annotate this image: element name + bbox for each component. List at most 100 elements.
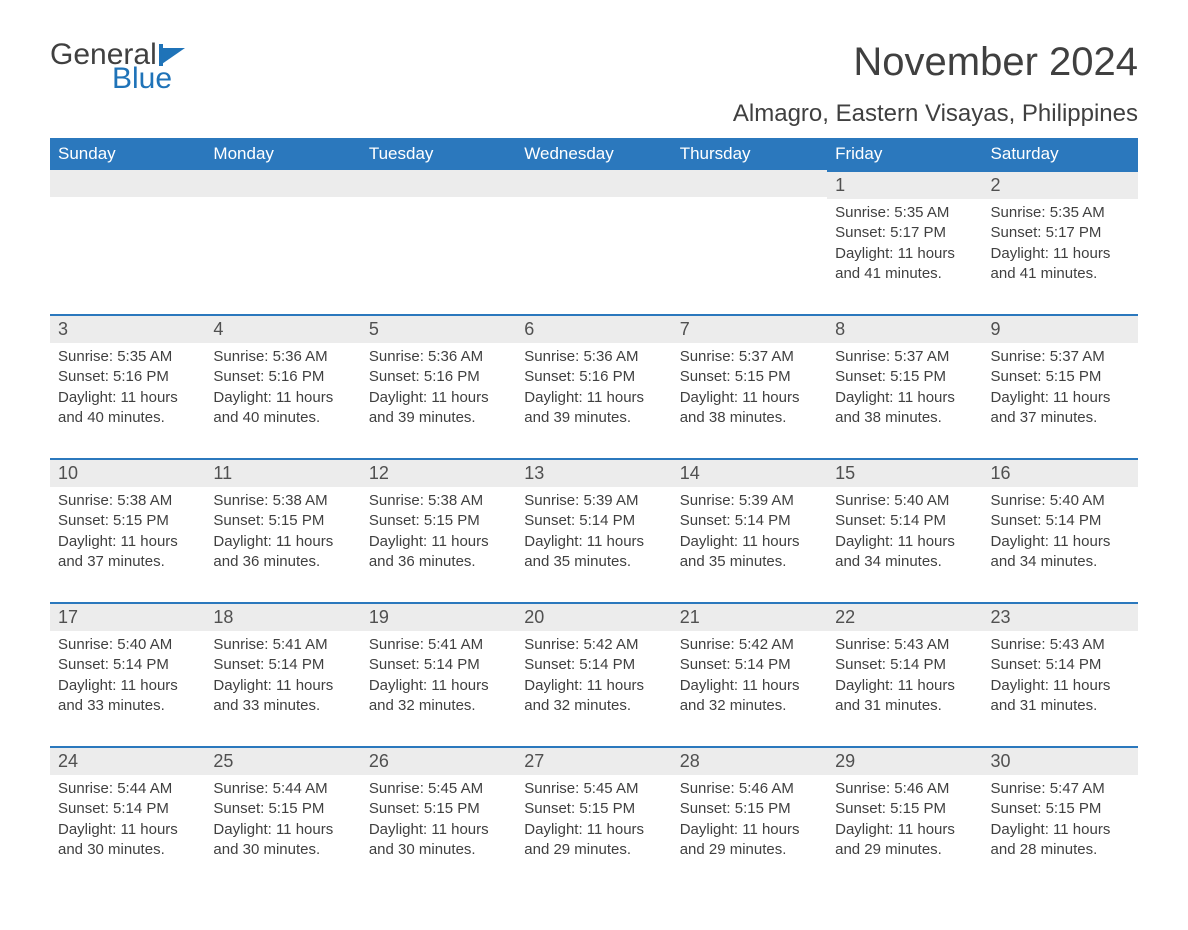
day-number: 26 bbox=[361, 746, 516, 775]
empty-day bbox=[205, 170, 360, 197]
empty-day bbox=[361, 170, 516, 197]
daylight-text: Daylight: 11 hours and 35 minutes. bbox=[680, 532, 819, 573]
sunset-text: Sunset: 5:14 PM bbox=[58, 655, 197, 675]
day-number: 4 bbox=[205, 314, 360, 343]
calendar-day-cell: 15Sunrise: 5:40 AMSunset: 5:14 PMDayligh… bbox=[827, 458, 982, 602]
calendar-day-cell: 28Sunrise: 5:46 AMSunset: 5:15 PMDayligh… bbox=[672, 746, 827, 890]
header: General Blue November 2024 bbox=[50, 40, 1138, 94]
calendar-day-cell: 13Sunrise: 5:39 AMSunset: 5:14 PMDayligh… bbox=[516, 458, 671, 602]
calendar-day-cell: 6Sunrise: 5:36 AMSunset: 5:16 PMDaylight… bbox=[516, 314, 671, 458]
day-number: 30 bbox=[983, 746, 1138, 775]
sunset-text: Sunset: 5:14 PM bbox=[680, 511, 819, 531]
day-number: 19 bbox=[361, 602, 516, 631]
day-details: Sunrise: 5:43 AMSunset: 5:14 PMDaylight:… bbox=[827, 631, 982, 724]
daylight-text: Daylight: 11 hours and 34 minutes. bbox=[835, 532, 974, 573]
day-number: 24 bbox=[50, 746, 205, 775]
sunrise-text: Sunrise: 5:46 AM bbox=[680, 779, 819, 799]
daylight-text: Daylight: 11 hours and 30 minutes. bbox=[58, 820, 197, 861]
calendar-week-row: 17Sunrise: 5:40 AMSunset: 5:14 PMDayligh… bbox=[50, 602, 1138, 746]
empty-day bbox=[672, 170, 827, 197]
sunrise-text: Sunrise: 5:40 AM bbox=[991, 491, 1130, 511]
day-details: Sunrise: 5:44 AMSunset: 5:14 PMDaylight:… bbox=[50, 775, 205, 868]
day-details: Sunrise: 5:46 AMSunset: 5:15 PMDaylight:… bbox=[827, 775, 982, 868]
calendar-day-cell bbox=[205, 170, 360, 314]
sunrise-text: Sunrise: 5:45 AM bbox=[369, 779, 508, 799]
calendar-day-cell: 14Sunrise: 5:39 AMSunset: 5:14 PMDayligh… bbox=[672, 458, 827, 602]
calendar-day-cell: 30Sunrise: 5:47 AMSunset: 5:15 PMDayligh… bbox=[983, 746, 1138, 890]
daylight-text: Daylight: 11 hours and 33 minutes. bbox=[213, 676, 352, 717]
calendar-day-cell: 2Sunrise: 5:35 AMSunset: 5:17 PMDaylight… bbox=[983, 170, 1138, 314]
logo-text-blue: Blue bbox=[112, 64, 189, 94]
sunrise-text: Sunrise: 5:43 AM bbox=[991, 635, 1130, 655]
sunset-text: Sunset: 5:17 PM bbox=[835, 223, 974, 243]
daylight-text: Daylight: 11 hours and 31 minutes. bbox=[835, 676, 974, 717]
day-details: Sunrise: 5:45 AMSunset: 5:15 PMDaylight:… bbox=[516, 775, 671, 868]
calendar-day-cell: 7Sunrise: 5:37 AMSunset: 5:15 PMDaylight… bbox=[672, 314, 827, 458]
day-number: 18 bbox=[205, 602, 360, 631]
sunrise-text: Sunrise: 5:37 AM bbox=[835, 347, 974, 367]
day-details: Sunrise: 5:41 AMSunset: 5:14 PMDaylight:… bbox=[361, 631, 516, 724]
sunset-text: Sunset: 5:14 PM bbox=[991, 655, 1130, 675]
calendar-day-cell: 10Sunrise: 5:38 AMSunset: 5:15 PMDayligh… bbox=[50, 458, 205, 602]
weekday-header-row: Sunday Monday Tuesday Wednesday Thursday… bbox=[50, 138, 1138, 170]
day-number: 21 bbox=[672, 602, 827, 631]
calendar-day-cell: 24Sunrise: 5:44 AMSunset: 5:14 PMDayligh… bbox=[50, 746, 205, 890]
daylight-text: Daylight: 11 hours and 30 minutes. bbox=[213, 820, 352, 861]
calendar-day-cell bbox=[672, 170, 827, 314]
sunrise-text: Sunrise: 5:42 AM bbox=[524, 635, 663, 655]
day-details: Sunrise: 5:41 AMSunset: 5:14 PMDaylight:… bbox=[205, 631, 360, 724]
sunset-text: Sunset: 5:15 PM bbox=[835, 367, 974, 387]
sunrise-text: Sunrise: 5:47 AM bbox=[991, 779, 1130, 799]
sunset-text: Sunset: 5:14 PM bbox=[58, 799, 197, 819]
day-number: 2 bbox=[983, 170, 1138, 199]
day-number: 29 bbox=[827, 746, 982, 775]
day-details: Sunrise: 5:42 AMSunset: 5:14 PMDaylight:… bbox=[516, 631, 671, 724]
sunrise-text: Sunrise: 5:39 AM bbox=[680, 491, 819, 511]
day-details: Sunrise: 5:46 AMSunset: 5:15 PMDaylight:… bbox=[672, 775, 827, 868]
day-number: 9 bbox=[983, 314, 1138, 343]
weekday-header: Wednesday bbox=[516, 138, 671, 170]
daylight-text: Daylight: 11 hours and 32 minutes. bbox=[680, 676, 819, 717]
day-number: 15 bbox=[827, 458, 982, 487]
calendar-day-cell: 11Sunrise: 5:38 AMSunset: 5:15 PMDayligh… bbox=[205, 458, 360, 602]
calendar-day-cell: 18Sunrise: 5:41 AMSunset: 5:14 PMDayligh… bbox=[205, 602, 360, 746]
sunrise-text: Sunrise: 5:35 AM bbox=[991, 203, 1130, 223]
day-details: Sunrise: 5:35 AMSunset: 5:16 PMDaylight:… bbox=[50, 343, 205, 436]
calendar-day-cell: 21Sunrise: 5:42 AMSunset: 5:14 PMDayligh… bbox=[672, 602, 827, 746]
day-details: Sunrise: 5:38 AMSunset: 5:15 PMDaylight:… bbox=[361, 487, 516, 580]
daylight-text: Daylight: 11 hours and 38 minutes. bbox=[835, 388, 974, 429]
calendar-day-cell: 27Sunrise: 5:45 AMSunset: 5:15 PMDayligh… bbox=[516, 746, 671, 890]
day-number: 11 bbox=[205, 458, 360, 487]
day-details: Sunrise: 5:37 AMSunset: 5:15 PMDaylight:… bbox=[827, 343, 982, 436]
day-details: Sunrise: 5:36 AMSunset: 5:16 PMDaylight:… bbox=[361, 343, 516, 436]
daylight-text: Daylight: 11 hours and 28 minutes. bbox=[991, 820, 1130, 861]
sunrise-text: Sunrise: 5:39 AM bbox=[524, 491, 663, 511]
daylight-text: Daylight: 11 hours and 40 minutes. bbox=[58, 388, 197, 429]
calendar-day-cell: 8Sunrise: 5:37 AMSunset: 5:15 PMDaylight… bbox=[827, 314, 982, 458]
sunset-text: Sunset: 5:16 PM bbox=[213, 367, 352, 387]
day-number: 25 bbox=[205, 746, 360, 775]
day-details: Sunrise: 5:44 AMSunset: 5:15 PMDaylight:… bbox=[205, 775, 360, 868]
sunrise-text: Sunrise: 5:38 AM bbox=[213, 491, 352, 511]
calendar-day-cell bbox=[516, 170, 671, 314]
calendar-day-cell: 19Sunrise: 5:41 AMSunset: 5:14 PMDayligh… bbox=[361, 602, 516, 746]
day-details: Sunrise: 5:42 AMSunset: 5:14 PMDaylight:… bbox=[672, 631, 827, 724]
sunset-text: Sunset: 5:14 PM bbox=[991, 511, 1130, 531]
calendar-day-cell: 4Sunrise: 5:36 AMSunset: 5:16 PMDaylight… bbox=[205, 314, 360, 458]
weekday-header: Sunday bbox=[50, 138, 205, 170]
sunrise-text: Sunrise: 5:40 AM bbox=[58, 635, 197, 655]
day-number: 20 bbox=[516, 602, 671, 631]
sunset-text: Sunset: 5:16 PM bbox=[58, 367, 197, 387]
sunrise-text: Sunrise: 5:44 AM bbox=[58, 779, 197, 799]
sunset-text: Sunset: 5:14 PM bbox=[835, 511, 974, 531]
calendar-week-row: 3Sunrise: 5:35 AMSunset: 5:16 PMDaylight… bbox=[50, 314, 1138, 458]
day-number: 16 bbox=[983, 458, 1138, 487]
day-details: Sunrise: 5:40 AMSunset: 5:14 PMDaylight:… bbox=[827, 487, 982, 580]
day-details: Sunrise: 5:37 AMSunset: 5:15 PMDaylight:… bbox=[983, 343, 1138, 436]
day-number: 7 bbox=[672, 314, 827, 343]
day-number: 27 bbox=[516, 746, 671, 775]
day-details: Sunrise: 5:45 AMSunset: 5:15 PMDaylight:… bbox=[361, 775, 516, 868]
sunrise-text: Sunrise: 5:36 AM bbox=[524, 347, 663, 367]
sunset-text: Sunset: 5:17 PM bbox=[991, 223, 1130, 243]
day-number: 3 bbox=[50, 314, 205, 343]
